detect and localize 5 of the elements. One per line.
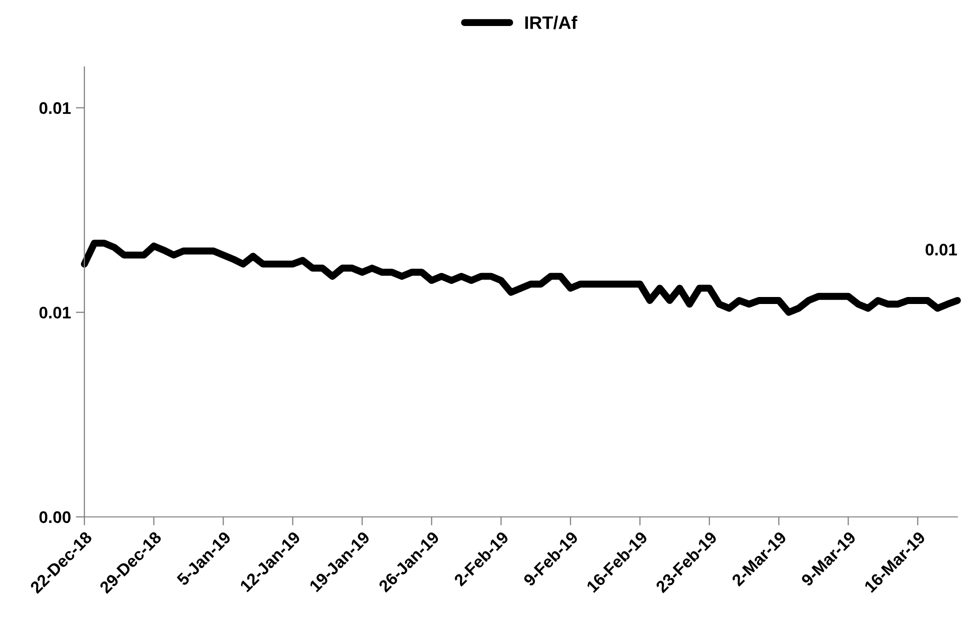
y-tick-label: 0.01 [39, 306, 71, 319]
y-tick-label: 0.00 [39, 511, 71, 524]
legend-label: IRT/Af [525, 16, 578, 30]
y-tick-label: 0.01 [39, 102, 71, 114]
data-label: 0.01 [926, 244, 957, 256]
